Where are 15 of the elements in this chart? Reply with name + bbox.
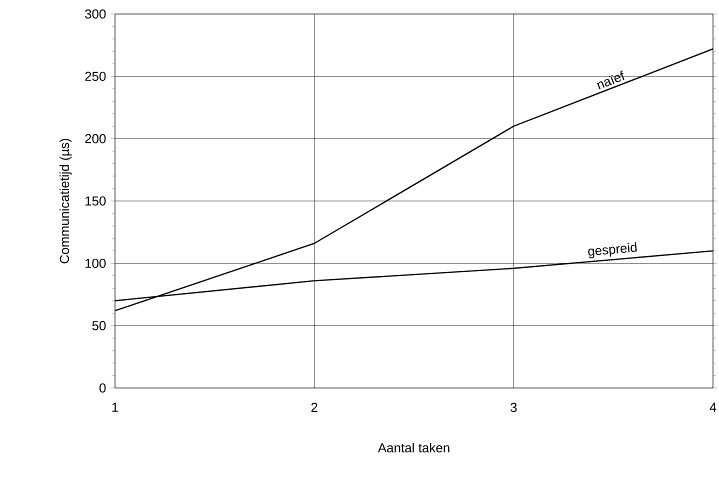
y-axis-title: Communicatietijd (µs): [60, 138, 72, 264]
y-tick-label: 300: [85, 9, 106, 19]
y-tick-label: 250: [85, 72, 106, 81]
y-tick-label: 200: [85, 134, 106, 144]
x-tick-label: 4: [710, 402, 716, 412]
x-tick-label: 1: [112, 402, 118, 412]
y-tick-label: 100: [86, 258, 106, 268]
y-tick-label: 150: [86, 196, 106, 206]
series-label: gespreid: [588, 242, 637, 258]
x-tick-label: 3: [510, 402, 517, 412]
x-axis-title: Aantal taken: [378, 442, 450, 452]
text: naïef: [596, 70, 624, 90]
y-tick-label: 0: [99, 383, 106, 393]
y-tick-label: 50: [92, 321, 106, 330]
x-tick-label: 2: [311, 402, 318, 412]
